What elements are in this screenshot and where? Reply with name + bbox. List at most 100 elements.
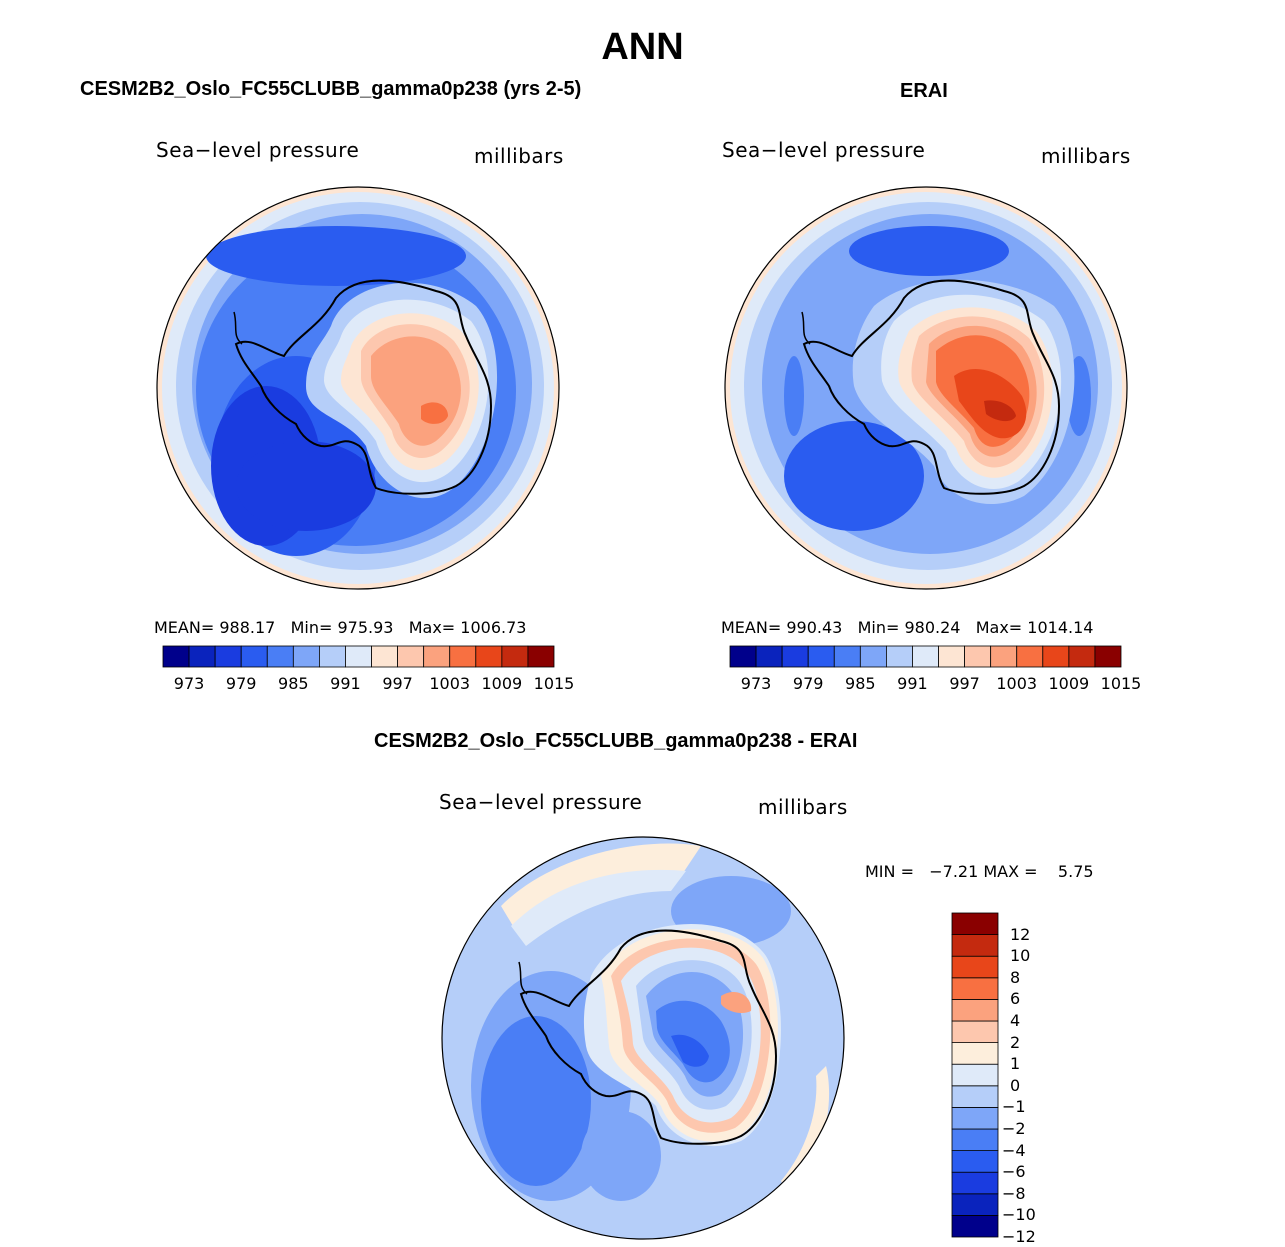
colorbar-swatch [859,645,887,668]
diff-min-value: −7.21 [929,862,979,881]
colorbar-swatch [501,645,529,668]
colorbar-tick-label: 12 [1010,924,1031,944]
colorbar-swatch [345,645,372,668]
panel2-max-value: 1014.14 [1027,618,1094,637]
colorbar-tick-label: 979 [225,674,257,693]
panel1-max-label: Max= [408,618,456,637]
colorbar-tick-label: 1003 [429,674,471,693]
colorbar-swatch [807,645,835,668]
colorbar-swatch [423,645,451,668]
panel2-variable-label: Sea−level pressure [722,138,926,162]
panel1-colorbar [162,645,555,668]
colorbar-swatch [951,912,999,936]
colorbar-tick-label: 0 [1010,1075,1021,1095]
panel1-stats: MEAN= 988.17 Min= 975.93 Max= 1006.73 [154,618,526,637]
diff-variable-label: Sea−level pressure [439,790,643,814]
colorbar-tick-label: 1003 [996,674,1038,693]
colorbar-swatch [371,645,399,668]
panel2-colorbar-ticks: 973 979 985 991 997 1003 1009 1015 [730,674,1142,694]
panel1-title: CESM2B2_Oslo_FC55CLUBB_gamma0p238 (yrs 2… [80,78,582,100]
panel1-mean-value: 988.17 [219,618,276,637]
colorbar-swatch [214,645,242,668]
panel1-min-value: 975.93 [337,618,394,637]
colorbar-swatch [781,645,809,668]
colorbar-tick-label: 973 [173,674,205,693]
panel2-stats: MEAN= 990.43 Min= 980.24 Max= 1014.14 [721,618,1093,637]
diff-min-label: MIN = [865,862,914,881]
colorbar-swatch [951,977,999,1000]
colorbar-swatch [449,645,477,668]
panel2-units-label: millibars [1041,144,1131,168]
panel1-mean-label: MEAN= [154,618,215,637]
colorbar-swatch [951,1128,999,1152]
colorbar-swatch [951,1106,999,1130]
diff-stats: MIN = −7.21 MAX = 5.75 [865,862,1094,881]
panel1-max-value: 1006.73 [460,618,527,637]
panel2-min-value: 980.24 [904,618,961,637]
colorbar-swatch [951,1063,999,1087]
colorbar-tick-label: 1 [1010,1054,1021,1074]
colorbar-tick-label: 991 [330,674,361,693]
colorbar-swatch [951,1150,999,1173]
panel2-colorbar [729,645,1122,668]
colorbar-swatch [527,645,555,668]
diff-title: CESM2B2_Oslo_FC55CLUBB_gamma0p238 - ERAI [374,730,858,752]
panel2-mean-label: MEAN= [721,618,782,637]
diff-polar-map [441,836,845,1240]
colorbar-swatch [318,645,346,668]
colorbar-swatch [240,645,268,668]
colorbar-swatch [990,645,1018,668]
colorbar-tick-label: −2 [1002,1119,1026,1138]
colorbar-tick-label: 1015 [1100,674,1142,693]
panel1-units-label: millibars [474,144,564,168]
colorbar-tick-label: 1015 [533,674,575,693]
figure-title: ANN [601,26,684,68]
panel2-mean-value: 990.43 [786,618,843,637]
colorbar-tick-label: 997 [949,674,980,693]
colorbar-swatch [951,1042,999,1065]
colorbar-swatch [938,645,966,668]
colorbar-swatch [951,1193,999,1216]
colorbar-tick-label: 997 [382,674,413,693]
colorbar-tick-label: −1 [1002,1097,1026,1117]
colorbar-swatch [912,645,939,668]
colorbar-tick-label: −10 [1002,1205,1036,1225]
colorbar-swatch [951,1020,999,1044]
colorbar-swatch [964,645,992,668]
colorbar-tick-label: 979 [792,674,824,693]
colorbar-swatch [188,645,216,668]
colorbar-swatch [1094,645,1122,668]
colorbar-swatch [951,1085,999,1108]
colorbar-tick-label: −6 [1002,1162,1026,1182]
colorbar-swatch [951,1171,999,1195]
colorbar-swatch [729,645,757,668]
colorbar-swatch [1068,645,1096,668]
diff-colorbar-ticks: 12 10 8 6 4 2 1 0 −1 −2 −4 −6 −8 −10 −12 [1002,913,1064,1246]
panel2-min-label: Min= [857,618,900,637]
panel2-max-label: Max= [975,618,1023,637]
colorbar-swatch [833,645,861,668]
colorbar-swatch [951,955,999,979]
colorbar-swatch [162,645,190,668]
colorbar-tick-label: 991 [897,674,928,693]
colorbar-tick-label: 985 [278,674,309,693]
panel1-min-label: Min= [290,618,333,637]
diff-max-label: MAX = [983,862,1038,881]
colorbar-swatch [951,934,999,957]
panel1-colorbar-ticks: 973 979 985 991 997 1003 1009 1015 [163,674,575,694]
colorbar-swatch [951,999,999,1022]
colorbar-tick-label: −12 [1002,1227,1036,1246]
colorbar-tick-label: 1009 [1048,674,1090,693]
diff-colorbar [951,912,999,1238]
colorbar-tick-label: 10 [1010,946,1031,966]
colorbar-swatch [951,1214,999,1238]
diff-max-value: 5.75 [1057,862,1094,881]
colorbar-tick-label: 973 [740,674,772,693]
colorbar-tick-label: −4 [1002,1140,1026,1160]
colorbar-tick-label: 2 [1010,1032,1021,1052]
diff-units-label: millibars [758,795,848,819]
colorbar-tick-label: 8 [1010,967,1021,987]
colorbar-swatch [1016,645,1044,668]
colorbar-swatch [1042,645,1070,668]
panel2-title: ERAI [900,80,948,102]
